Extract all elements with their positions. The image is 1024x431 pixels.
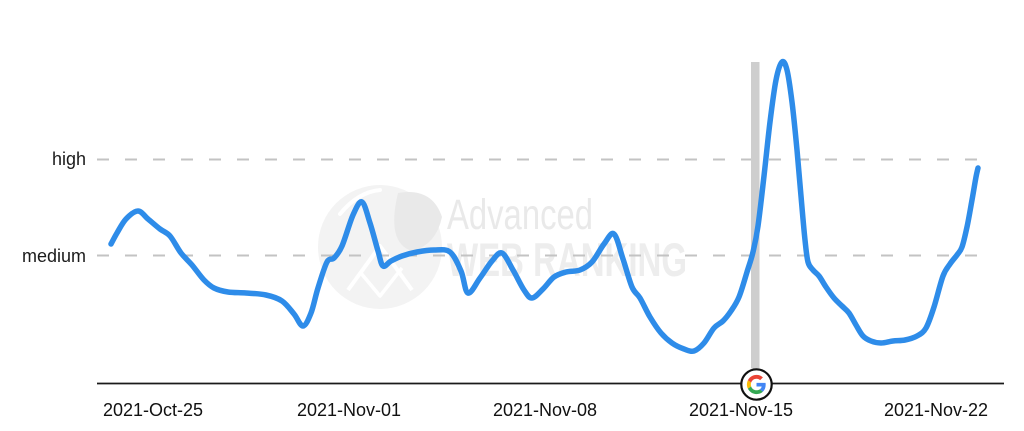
watermark-line1: Advanced xyxy=(447,191,593,239)
gridlines xyxy=(97,158,991,257)
x-axis-label-nov01: 2021-Nov-01 xyxy=(296,400,402,420)
y-axis-label-medium: medium xyxy=(21,246,86,266)
globe-icon xyxy=(318,185,442,309)
x-axis-label-nov22: 2021-Nov-22 xyxy=(883,400,989,420)
google-update-marker[interactable] xyxy=(740,368,773,401)
x-axis-label-nov15: 2021-Nov-15 xyxy=(688,400,794,420)
volatility-line xyxy=(108,58,981,355)
google-update-bar xyxy=(751,62,760,369)
x-axis-label-nov08: 2021-Nov-08 xyxy=(492,400,598,420)
y-axis-label-high: high xyxy=(51,149,86,169)
watermark-line2: WEB RANKING xyxy=(447,233,687,286)
x-axis-label-oct25: 2021-Oct-25 xyxy=(102,400,204,420)
google-g-icon xyxy=(746,374,766,395)
watermark: Advanced WEB RANKING xyxy=(318,185,687,309)
